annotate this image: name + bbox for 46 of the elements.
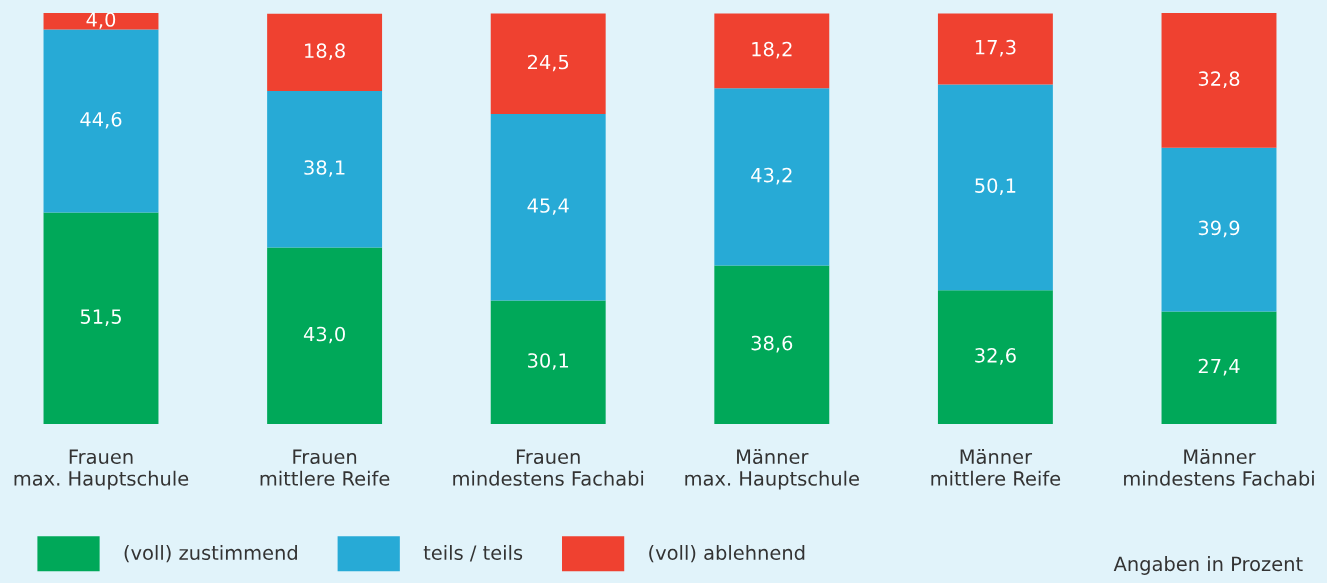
data-label: 43,2 <box>751 167 792 185</box>
x-tick-label: Frauen mittlere Reife <box>260 449 390 486</box>
data-label: 24,5 <box>527 54 569 72</box>
bar <box>43 29 159 213</box>
data-label: 32,6 <box>975 348 1016 365</box>
bar <box>490 114 606 301</box>
bar <box>267 13 383 92</box>
x-tick-label: Männer mindestens Fachabi <box>1124 449 1314 486</box>
bar <box>43 212 159 424</box>
bar <box>714 13 830 89</box>
bar <box>1161 13 1277 148</box>
data-label: 17,3 <box>975 39 1016 57</box>
x-tick-label: Männer mittlere Reife <box>931 449 1061 486</box>
data-label: 18,2 <box>752 41 792 59</box>
bar <box>490 300 606 424</box>
bar <box>1161 311 1277 424</box>
legend-label: teils / teils <box>423 544 523 562</box>
data-label: 27,4 <box>1198 358 1240 376</box>
data-label: 45,4 <box>527 198 569 215</box>
data-label: 18,8 <box>305 43 345 61</box>
bar <box>1161 147 1277 312</box>
x-tick-label: Frauen max. Hauptschule <box>14 449 189 490</box>
bar <box>714 88 830 266</box>
data-label: 43,0 <box>303 326 345 344</box>
bar <box>490 13 606 114</box>
data-label: 32,8 <box>1198 71 1240 88</box>
bar <box>937 84 1053 291</box>
x-tick-label: Männer max. Hauptschule <box>685 449 859 490</box>
data-label: 38,6 <box>751 335 793 353</box>
data-label: 51,5 <box>80 309 121 326</box>
data-label: 50,1 <box>975 178 1016 195</box>
data-label: 38,1 <box>304 160 345 177</box>
legend-label: (voll) ablehnend <box>649 544 805 563</box>
text: Angaben in Prozent <box>1113 556 1303 575</box>
legend-label: (voll) zustimmend <box>124 544 297 563</box>
bar <box>937 290 1053 424</box>
data-label: 44,6 <box>80 111 122 129</box>
bar <box>937 13 1053 85</box>
bar <box>43 13 159 30</box>
data-label: 30,1 <box>528 353 569 370</box>
bar <box>267 91 383 248</box>
x-tick-label: Frauen mindestens Fachabi <box>453 449 644 486</box>
data-label: 39,9 <box>1198 220 1240 238</box>
bar <box>714 265 830 424</box>
bar <box>267 247 383 424</box>
data-label: 4,0 <box>86 12 116 29</box>
